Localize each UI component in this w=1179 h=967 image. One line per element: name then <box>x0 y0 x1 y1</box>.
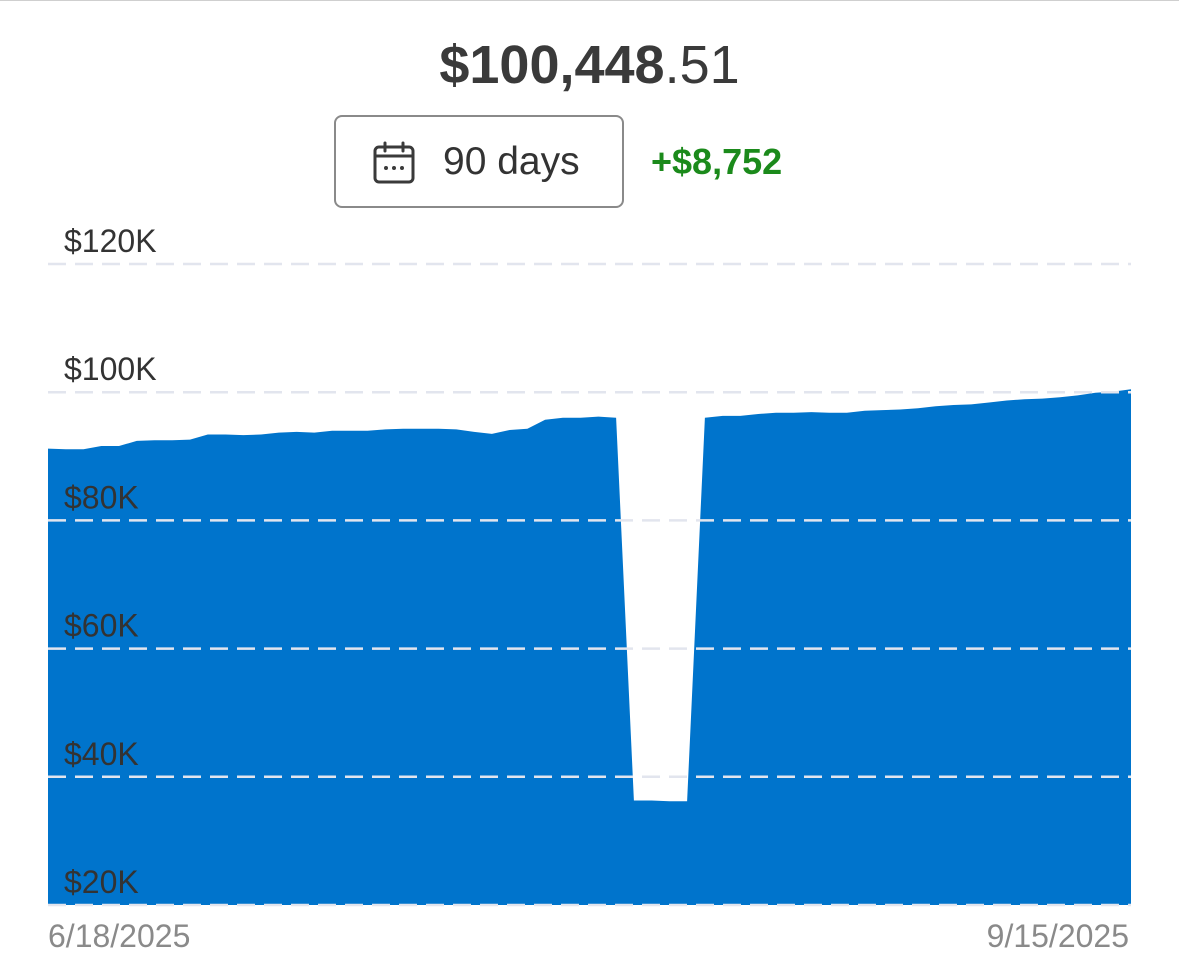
y-tick-label: $60K <box>64 608 139 644</box>
balance-cents: .51 <box>664 35 740 95</box>
x-tick-label: 9/15/2025 <box>987 918 1129 954</box>
y-tick-label: $80K <box>64 479 139 515</box>
y-tick-label: $40K <box>64 736 139 772</box>
balance-area <box>48 389 1131 905</box>
x-tick-label: 6/18/2025 <box>48 918 190 954</box>
date-range-label: 90 days <box>443 140 580 183</box>
y-tick-label: $20K <box>64 864 139 900</box>
top-divider <box>0 0 1179 1</box>
period-change: +$8,752 <box>651 141 783 182</box>
calendar-icon <box>373 141 415 184</box>
y-tick-label: $100K <box>64 351 157 387</box>
y-tick-label: $120K <box>64 223 157 259</box>
account-balance: $100,448.51 <box>0 30 1179 100</box>
date-range-button[interactable]: 90 days <box>334 115 624 208</box>
balance-whole: $100,448 <box>439 35 665 95</box>
